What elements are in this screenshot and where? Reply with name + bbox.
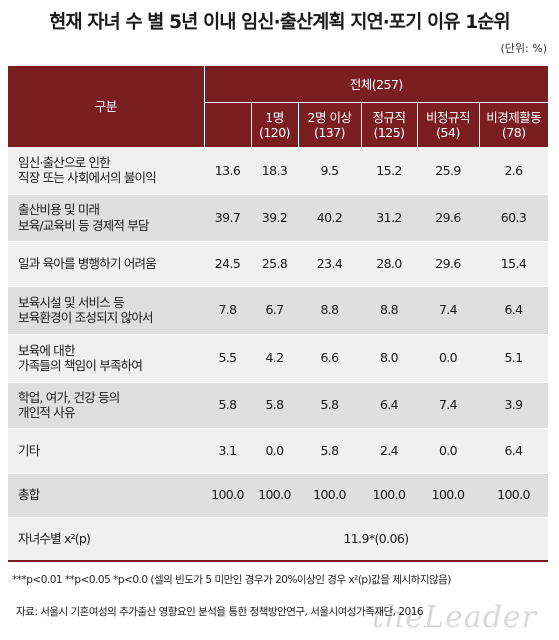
table-cell: 9.5 <box>298 147 361 195</box>
table-cell: 6.4 <box>361 382 417 429</box>
table-cell: 100.0 <box>298 473 361 518</box>
source-note: 자료: 서울시 기혼여성의 추가출산 영향요인 분석을 통한 정책방안연구, 서… <box>16 606 424 618</box>
table-cell: 4.2 <box>251 334 298 383</box>
row-label: 임신·출산으로 인한 직장 또는 사회에서의 불이익 <box>8 147 204 195</box>
row-label: 기타 <box>8 428 204 474</box>
table-cell: 29.6 <box>417 241 479 287</box>
header-total: 전체(257) <box>204 66 548 103</box>
table-cell: 100.0 <box>479 473 548 518</box>
row-label: 일과 육아를 병행하기 어려움 <box>8 241 204 287</box>
table-cell: 100.0 <box>251 473 298 518</box>
row-label: 보육에 대한 가족들의 책임이 부족하여 <box>8 334 204 383</box>
table-cell: 39.7 <box>204 194 251 242</box>
table-cell: 25.9 <box>417 147 479 195</box>
chart-title: 현재 자녀 수 별 5년 이내 임신·출산계획 지연·포기 이유 1순위 <box>49 12 510 33</box>
chi-value: 11.9*(0.06) <box>204 517 548 562</box>
watermark-logo: theLeader <box>372 600 537 635</box>
table-cell: 39.2 <box>251 194 298 242</box>
table-cell: 15.4 <box>479 241 548 287</box>
table-cell: 5.8 <box>298 382 361 429</box>
row-label: 출산비용 및 미래 보육/교육비 등 경제적 부담 <box>8 194 204 242</box>
header-column: 정규직 (125) <box>361 102 418 147</box>
table-row: 보육시설 및 서비스 등 보육환경이 조성되지 않아서 7.8 6.7 8.8 8… <box>8 286 548 335</box>
table-cell: 13.6 <box>204 147 251 195</box>
table-cell: 40.2 <box>298 194 361 242</box>
table-cell: 8.8 <box>298 286 361 335</box>
unit-label: (단위: %) <box>500 42 547 55</box>
table-row: 임신·출산으로 인한 직장 또는 사회에서의 불이익 13.6 18.3 9.5 … <box>8 147 548 195</box>
table-cell: 7.8 <box>204 286 251 335</box>
row-label: 총합 <box>8 473 204 518</box>
table-cell: 6.4 <box>479 428 548 474</box>
table-cell: 25.8 <box>251 241 298 287</box>
table-row: 보육에 대한 가족들의 책임이 부족하여 5.5 4.2 6.6 8.0 0.0 … <box>8 334 548 383</box>
table-cell: 15.2 <box>361 147 417 195</box>
table-cell: 0.0 <box>251 428 298 474</box>
table-cell: 100.0 <box>417 473 479 518</box>
header-column: 1명 (120) <box>251 102 299 147</box>
table-cell: 24.5 <box>204 241 251 287</box>
table-cell: 5.8 <box>298 428 361 474</box>
table-row: 출산비용 및 미래 보육/교육비 등 경제적 부담 39.7 39.2 40.2 … <box>8 194 548 242</box>
table-row: 자녀수별 x²(p) 11.9*(0.06) <box>8 517 548 562</box>
table-cell: 6.6 <box>298 334 361 383</box>
table-cell: 7.4 <box>417 286 479 335</box>
table-cell: 100.0 <box>204 473 251 518</box>
table-cell: 3.9 <box>479 382 548 429</box>
table-cell: 2.4 <box>361 428 417 474</box>
table-cell: 8.0 <box>361 334 417 383</box>
table-cell: 3.1 <box>204 428 251 474</box>
table-cell: 29.6 <box>417 194 479 242</box>
table-cell: 28.0 <box>361 241 417 287</box>
table-cell: 60.3 <box>479 194 548 242</box>
table-cell: 6.7 <box>251 286 298 335</box>
chi-label: 자녀수별 x²(p) <box>8 517 204 562</box>
table-cell: 0.0 <box>417 334 479 383</box>
table-cell: 5.8 <box>251 382 298 429</box>
row-label: 학업, 여가, 건강 등의 개인적 사유 <box>8 382 204 429</box>
table-cell: 23.4 <box>298 241 361 287</box>
data-table: 구분 전체(257) 1명 (120) 2명 이상 (137) 정규직 (125) 비… <box>8 66 548 562</box>
table-cell: 6.4 <box>479 286 548 335</box>
table-row: 기타 3.1 0.0 5.8 2.4 0.0 6.4 <box>8 428 548 474</box>
footnote: ***p<0.01 **p<0.05 *p<0.0 (셀의 빈도가 5 미만인 … <box>12 574 451 586</box>
table-cell: 0.0 <box>417 428 479 474</box>
header-total-all <box>204 102 252 147</box>
table-cell: 18.3 <box>251 147 298 195</box>
table-cell: 2.6 <box>479 147 548 195</box>
header-column: 비경제활동 (78) <box>479 102 548 147</box>
header-column: 비정규직 (54) <box>417 102 480 147</box>
header-category: 구분 <box>8 66 205 147</box>
table-row: 총합 100.0 100.0 100.0 100.0 100.0 100.0 <box>8 473 548 518</box>
table-cell: 100.0 <box>361 473 417 518</box>
header-column: 2명 이상 (137) <box>298 102 362 147</box>
table-cell: 8.8 <box>361 286 417 335</box>
table-row: 학업, 여가, 건강 등의 개인적 사유 5.8 5.8 5.8 6.4 7.4 … <box>8 382 548 429</box>
table-cell: 5.1 <box>479 334 548 383</box>
table-cell: 7.4 <box>417 382 479 429</box>
table-row: 일과 육아를 병행하기 어려움 24.5 25.8 23.4 28.0 29.6… <box>8 241 548 287</box>
table-cell: 31.2 <box>361 194 417 242</box>
table-cell: 5.5 <box>204 334 251 383</box>
table-cell: 5.8 <box>204 382 251 429</box>
row-label: 보육시설 및 서비스 등 보육환경이 조성되지 않아서 <box>8 286 204 335</box>
